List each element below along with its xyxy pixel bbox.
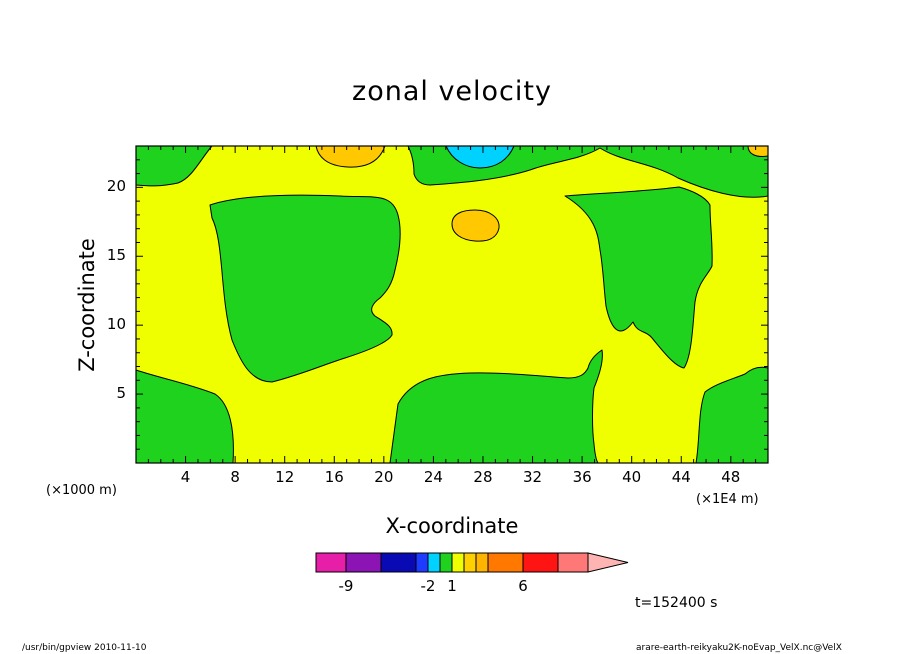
y-tick-label: 20 [106,177,126,196]
x-tick-label: 44 [671,468,691,486]
x-scale-right-label: (×1E4 m) [696,492,759,507]
colorbar-segment [487,552,524,573]
orange-region-center [451,209,500,242]
colorbar-segment [415,552,429,573]
y-axis [136,159,768,450]
colorbar-tick-label: -2 [420,577,436,595]
cyan-region-top [445,145,515,169]
x-tick-label: 24 [423,468,443,486]
footer-right-text: arare-earth-reikyaku2K-noEvap_VelX.nc@Ve… [636,643,842,653]
colorbar-segment [522,552,559,573]
x-tick-label: 36 [572,468,592,486]
x-scale-left-label: (×1000 m) [46,483,117,498]
green-region-bottom-right [695,366,769,464]
colorbar-segment [451,552,465,573]
colorbar-extend-arrow [587,552,629,573]
x-tick-label: 20 [374,468,394,486]
time-label: t=152400 s [635,595,718,611]
colorbar-segment [427,552,441,573]
x-axis [147,146,757,463]
colorbar-tick-label: -9 [338,577,354,595]
x-tick-label: 40 [622,468,642,486]
footer-left-text: /usr/bin/gpview 2010-11-10 [22,643,147,653]
plot-frame [135,145,769,464]
x-tick-label: 32 [523,468,543,486]
green-region-upper-left-lobe [209,194,401,383]
x-tick-label: 12 [275,468,295,486]
chart-title: zonal velocity [352,76,552,107]
x-axis-label: X-coordinate [385,514,519,538]
colorbar-segment [463,552,477,573]
contour-panel [135,145,769,464]
y-tick-label: 10 [106,315,126,334]
x-tick-label: 8 [230,468,240,486]
colorbar-tick-label: 1 [447,577,457,595]
colorbar-segment [380,552,417,573]
x-tick-label: 48 [721,468,741,486]
green-region-bottom-center [389,349,603,464]
colorbar [315,552,629,573]
x-tick-label: 28 [473,468,493,486]
colorbar-tick-label: 6 [518,577,528,595]
colorbar-segment [557,552,589,573]
y-tick-label: 15 [106,246,126,265]
colorbar-segment [475,552,489,573]
colorbar-segment [315,552,347,573]
colorbar-segment [345,552,382,573]
orange-region-top [315,145,386,168]
colorbar-segment [439,552,453,573]
green-region-bottom-left [135,369,234,464]
green-region-top-left [135,145,213,187]
x-tick-label: 16 [324,468,344,486]
green-region-right [564,186,713,369]
y-tick-label: 5 [116,384,126,403]
x-tick-label: 4 [180,468,191,486]
